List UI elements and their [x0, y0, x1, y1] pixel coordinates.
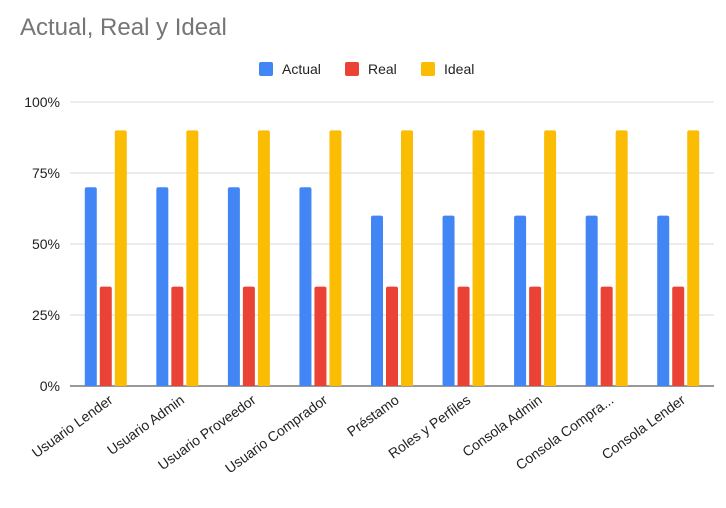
bar-actual-6	[514, 215, 527, 386]
bar-ideal-2	[257, 130, 270, 386]
legend-label-real: Real	[368, 61, 397, 77]
bar-real-7	[600, 286, 613, 386]
bar-actual-0	[84, 187, 97, 386]
y-axis-ticks: 0% 25% 50% 75% 100%	[24, 94, 60, 394]
bar-actual-1	[156, 187, 169, 386]
bar-ideal-3	[329, 130, 342, 386]
bar-actual-5	[442, 215, 455, 386]
legend-label-ideal: Ideal	[444, 61, 474, 77]
bar-ideal-1	[186, 130, 199, 386]
bar-ideal-5	[472, 130, 485, 386]
bar-real-6	[529, 286, 542, 386]
y-tick-label: 0%	[40, 378, 60, 394]
chart-title: Actual, Real y Ideal	[20, 14, 227, 41]
bar-actual-4	[371, 215, 383, 386]
legend-label-actual: Actual	[282, 61, 321, 77]
bar-ideal-0	[114, 130, 127, 386]
y-tick-label: 100%	[24, 94, 60, 110]
bar-ideal-7	[615, 130, 628, 386]
bar-ideal-6	[544, 130, 557, 386]
bar-actual-7	[585, 215, 598, 386]
x-category-label: Préstamo	[344, 391, 402, 439]
y-tick-label: 75%	[32, 165, 60, 181]
bar-actual-8	[657, 215, 670, 386]
bar-real-8	[672, 286, 685, 386]
y-tick-label: 25%	[32, 307, 60, 323]
bar-actual-2	[227, 187, 240, 386]
bars	[84, 130, 700, 386]
bar-ideal-4	[401, 130, 413, 386]
bar-real-4	[386, 286, 398, 386]
legend-swatch-actual	[259, 62, 273, 76]
bar-actual-3	[299, 187, 312, 386]
x-category-label: Usuario Lender	[29, 391, 116, 460]
bar-real-1	[171, 286, 184, 386]
y-tick-label: 50%	[32, 236, 60, 252]
legend-swatch-real	[345, 62, 359, 76]
legend: Actual Real Ideal	[259, 61, 474, 77]
bar-ideal-8	[687, 130, 700, 386]
bar-real-5	[457, 286, 470, 386]
bar-real-3	[314, 286, 327, 386]
legend-swatch-ideal	[421, 62, 435, 76]
bar-real-0	[99, 286, 112, 386]
bar-real-2	[242, 286, 255, 386]
